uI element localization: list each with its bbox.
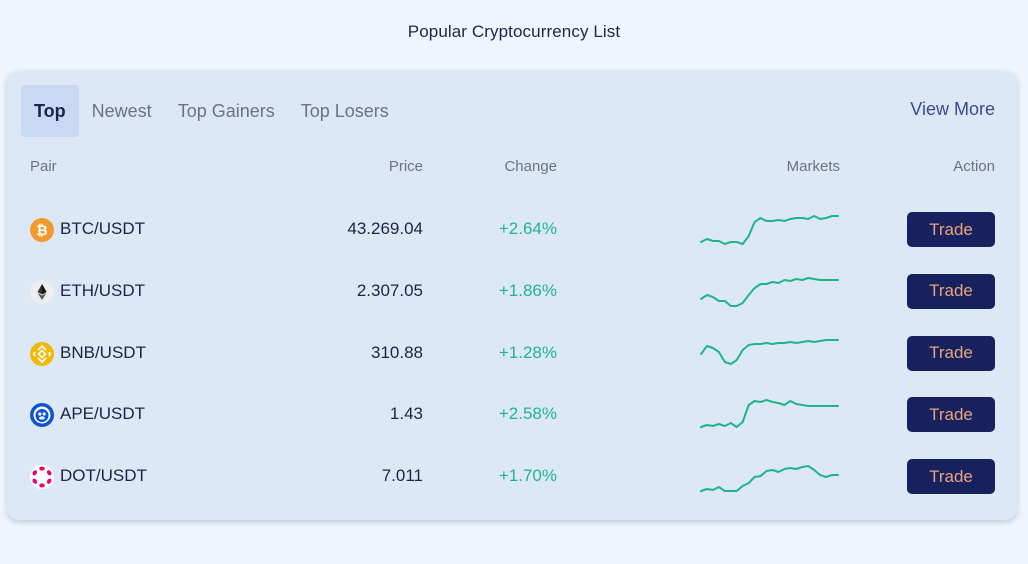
table-row[interactable]: ₿ BTC/USDT 43.269.04 +2.64% Trade	[7, 198, 1017, 260]
tab-newest[interactable]: Newest	[91, 100, 152, 121]
pair-label: BTC/USDT	[60, 219, 145, 238]
crypto-list-card: Top Newest Top Gainers Top Losers View M…	[7, 71, 1017, 520]
tab-bar: Top Newest Top Gainers Top Losers	[21, 85, 402, 137]
table-row[interactable]: APE/USDT 1.43 +2.58% Trade	[7, 383, 1017, 445]
sparkline-line	[700, 465, 839, 492]
price-value: 43.269.04	[347, 219, 423, 238]
trade-button[interactable]: Trade	[907, 335, 995, 371]
dot-icon	[30, 465, 54, 489]
ape-icon	[30, 403, 54, 428]
sparkline-line	[700, 399, 839, 429]
price-value: 2.307.05	[356, 280, 423, 300]
table-row[interactable]: BNB/USDT 310.88 +1.28% Trade	[7, 322, 1017, 384]
table-header: Pair Price Change Markets Action	[7, 158, 1017, 178]
sparkline-chart	[700, 338, 839, 365]
pair-label: ETH/USDT	[60, 280, 145, 300]
price-value: 310.88	[371, 342, 423, 362]
column-header-change[interactable]: Change	[504, 158, 557, 175]
crypto-table-body: ₿ BTC/USDT 43.269.04 +2.64% Trade ETH/US…	[7, 198, 1017, 507]
sparkline-chart	[700, 465, 839, 492]
change-value: +2.58%	[498, 404, 557, 424]
trade-button[interactable]: Trade	[907, 212, 995, 247]
btc-icon: ₿	[30, 218, 54, 242]
bnb-icon	[30, 341, 54, 366]
eth-icon	[30, 279, 54, 304]
trade-button[interactable]: Trade	[907, 397, 995, 433]
pair-label: DOT/USDT	[60, 466, 147, 485]
sparkline-line	[700, 276, 839, 307]
tab-top-gainers[interactable]: Top Gainers	[177, 100, 275, 121]
sparkline-line	[700, 215, 839, 245]
svg-text:₿: ₿	[36, 222, 47, 238]
tab-top[interactable]: Top	[21, 85, 79, 137]
sparkline-line	[700, 338, 839, 365]
column-header-action: Action	[953, 158, 995, 175]
page-title: Popular Cryptocurrency List	[407, 22, 621, 41]
pair-label: BNB/USDT	[60, 342, 146, 362]
trade-button[interactable]: Trade	[907, 459, 995, 494]
price-value: 7.011	[381, 466, 423, 485]
sparkline-chart	[700, 399, 839, 429]
view-more-link[interactable]: View More	[910, 99, 995, 119]
column-header-price[interactable]: Price	[388, 158, 423, 175]
change-value: +1.70%	[498, 466, 557, 485]
change-value: +2.64%	[498, 219, 557, 238]
sparkline-chart	[700, 215, 839, 245]
trade-button[interactable]: Trade	[907, 273, 995, 309]
table-row[interactable]: DOT/USDT 7.011 +1.70% Trade	[7, 445, 1017, 507]
table-row[interactable]: ETH/USDT 2.307.05 +1.86% Trade	[7, 260, 1017, 322]
column-header-pair[interactable]: Pair	[30, 158, 57, 175]
change-value: +1.28%	[498, 342, 557, 362]
change-value: +1.86%	[498, 280, 557, 300]
column-header-markets: Markets	[786, 158, 840, 175]
price-value: 1.43	[389, 404, 423, 424]
pair-label: APE/USDT	[60, 404, 146, 424]
sparkline-chart	[700, 276, 839, 307]
tab-top-losers[interactable]: Top Losers	[300, 100, 389, 121]
